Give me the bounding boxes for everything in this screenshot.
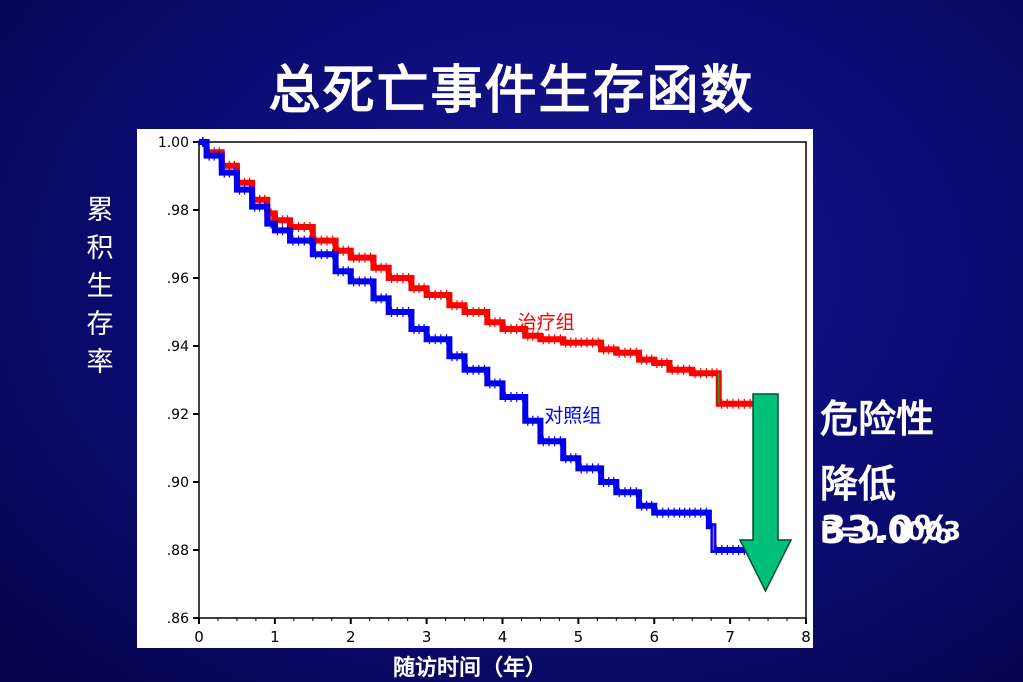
data-point <box>409 286 413 290</box>
data-point <box>250 205 254 209</box>
data-point <box>667 368 671 372</box>
chart-panel: .86 .88 .90 .92 .94 .96 .98 1.00 0 1 2 3 4 5 6 7 8 治疗组对照组 <box>137 129 813 648</box>
x-tick-label: 7 <box>725 628 735 646</box>
data-point <box>235 188 239 192</box>
data-point <box>447 354 451 358</box>
control-group-label: 对照组 <box>544 405 601 427</box>
hazard-label: 危险性 <box>820 397 935 441</box>
data-point <box>523 419 527 423</box>
data-point <box>205 154 209 158</box>
data-point <box>675 511 679 515</box>
data-point <box>652 511 656 515</box>
data-point <box>599 347 603 351</box>
data-point <box>485 320 489 324</box>
data-point <box>372 266 376 270</box>
treatment-group-label: 治疗组 <box>518 312 575 334</box>
y-tick-label: .96 <box>167 271 189 287</box>
y-axis-label: 累 积 生 存 率 <box>80 192 120 382</box>
p-value: P=0.0003 <box>820 517 962 547</box>
x-tick-label: 1 <box>270 628 280 646</box>
y-tick-label: .94 <box>167 339 189 355</box>
data-point <box>425 293 429 297</box>
y-tick-label: .92 <box>167 407 189 423</box>
data-point <box>288 239 292 243</box>
data-point <box>576 466 580 470</box>
x-axis-label: 随访时间（年） <box>392 656 547 681</box>
data-point <box>561 456 565 460</box>
data-point <box>485 381 489 385</box>
data-point <box>713 371 717 375</box>
x-tick-label: 3 <box>422 628 432 646</box>
data-point <box>690 511 694 515</box>
y-tick-label: 1.00 <box>158 135 189 151</box>
data-point <box>538 439 542 443</box>
data-point <box>637 504 641 508</box>
data-point <box>728 402 732 406</box>
y-axis-label-char: 率 <box>86 347 114 378</box>
data-point <box>265 222 269 226</box>
x-tick-label: 8 <box>801 628 811 646</box>
data-point <box>409 327 413 331</box>
data-point <box>501 395 504 399</box>
data-point <box>538 337 542 341</box>
hazard-reduction-value: 降低33.0% <box>820 462 952 552</box>
data-point <box>463 368 467 372</box>
data-point <box>690 371 694 375</box>
data-point <box>561 341 565 345</box>
data-point <box>463 310 467 314</box>
y-tick-label: .88 <box>167 543 189 559</box>
data-point <box>220 171 224 175</box>
series-line-control <box>199 139 753 553</box>
data-point <box>728 548 732 552</box>
y-tick-label: .98 <box>167 203 189 219</box>
data-point <box>372 296 376 300</box>
data-point <box>614 351 618 355</box>
y-axis-label-char: 生 <box>86 271 114 302</box>
y-axis-label-char: 积 <box>86 233 114 264</box>
down-arrow-icon <box>738 393 793 593</box>
data-point <box>349 256 353 260</box>
data-point <box>273 228 277 232</box>
x-tick-label: 4 <box>498 628 508 646</box>
data-point <box>334 269 338 273</box>
data-point <box>425 337 429 341</box>
data-point <box>349 279 353 283</box>
data-point <box>447 303 451 307</box>
x-tick-label: 6 <box>649 628 659 646</box>
data-point <box>652 361 656 365</box>
y-axis-label-char: 存 <box>86 309 114 340</box>
data-point <box>576 341 580 345</box>
data-point <box>523 334 527 338</box>
slide-title: 总死亡事件生存函数 <box>268 61 755 121</box>
y-axis-label-char: 累 <box>86 195 114 226</box>
x-tick-label: 0 <box>194 628 204 646</box>
data-point <box>637 358 641 362</box>
y-tick-label: .90 <box>167 475 189 491</box>
data-point <box>387 310 391 314</box>
data-point <box>197 140 201 144</box>
data-point <box>311 252 315 256</box>
series-line-treatment <box>199 139 753 407</box>
data-point <box>614 490 618 494</box>
x-tick-label: 2 <box>346 628 356 646</box>
data-point <box>707 524 711 528</box>
x-tick-label: 5 <box>574 628 584 646</box>
data-point <box>599 480 603 484</box>
data-point <box>387 276 391 280</box>
y-tick-label: .86 <box>167 611 189 627</box>
data-point <box>702 511 706 515</box>
data-point <box>501 327 504 331</box>
